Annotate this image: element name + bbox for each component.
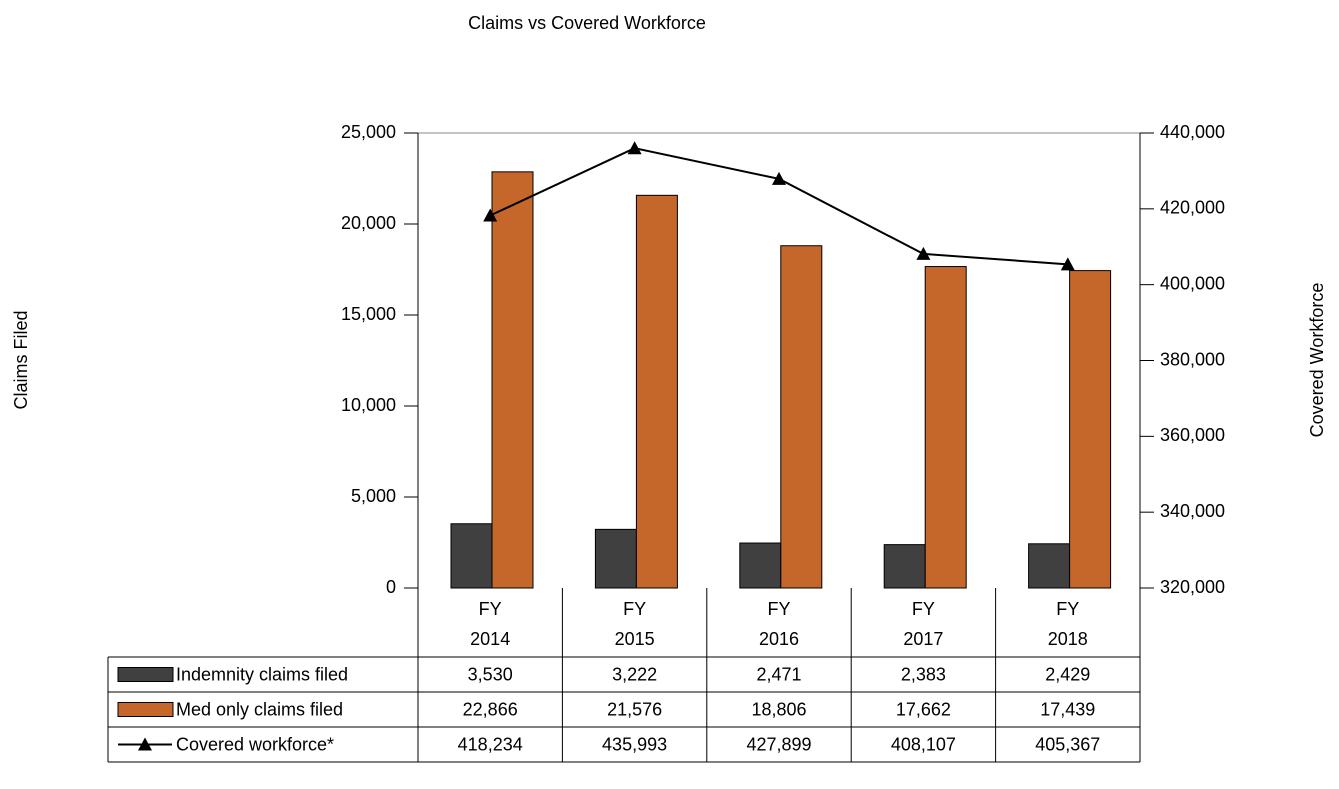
y-axis-title: Claims Filed	[11, 310, 31, 409]
y2-tick-label: 400,000	[1160, 273, 1225, 293]
bar	[924, 266, 967, 589]
bar	[635, 194, 678, 589]
y-tick-label: 10,000	[341, 395, 396, 415]
y-tick-label: 20,000	[341, 213, 396, 233]
legend-key	[117, 702, 174, 717]
x-tick-label: FY 2018	[1047, 599, 1088, 649]
x-tick-label: FY 2017	[903, 599, 944, 649]
line-marker	[138, 737, 152, 751]
table-value: 435,993	[602, 734, 667, 754]
x-tick-label: FY 2016	[758, 599, 800, 649]
line-marker	[483, 208, 498, 222]
line-marker	[627, 141, 642, 155]
bar	[594, 528, 637, 589]
line-marker	[772, 171, 786, 185]
y2-tick-label: 340,000	[1160, 501, 1225, 521]
legend-key	[117, 667, 174, 682]
bar	[780, 245, 823, 589]
table-value: 2,471	[756, 664, 801, 684]
line-marker	[1060, 257, 1075, 271]
bar	[491, 171, 534, 589]
table-value: 427,899	[746, 734, 811, 754]
line-series	[489, 147, 1068, 266]
bar	[450, 523, 493, 589]
x-tick-label: FY 2014	[470, 599, 511, 649]
table-value: 21,576	[607, 699, 662, 719]
legend-label: Indemnity claims filed	[176, 664, 348, 684]
table-value: 2,383	[901, 664, 946, 684]
table-value: 22,866	[463, 699, 518, 719]
legend-label: Med only claims filed	[176, 699, 343, 719]
table-value: 17,662	[896, 699, 951, 719]
x-tick-label: FY 2015	[614, 599, 655, 649]
table-value: 3,222	[612, 664, 657, 684]
y2-tick-label: 420,000	[1160, 198, 1225, 218]
y-tick-label: 0	[386, 577, 396, 597]
bar	[739, 542, 782, 589]
y2-tick-label: 360,000	[1160, 425, 1225, 445]
y-tick-label: 15,000	[341, 304, 396, 324]
bar	[1069, 270, 1112, 589]
bar	[883, 544, 926, 589]
y2-tick-label: 320,000	[1160, 577, 1225, 597]
table-value: 2,429	[1045, 664, 1090, 684]
y-tick-label: 5,000	[351, 486, 396, 506]
table-value: 408,107	[891, 734, 956, 754]
y2-tick-label: 440,000	[1160, 122, 1225, 142]
table-value: 3,530	[468, 664, 513, 684]
y-tick-label: 25,000	[341, 122, 396, 142]
table-value: 18,806	[751, 699, 806, 719]
table-value: 17,439	[1040, 699, 1095, 719]
legend-label: Covered workforce*	[176, 734, 334, 754]
table-value: 405,367	[1035, 734, 1100, 754]
chart-title: Claims vs Covered Workforce	[468, 13, 706, 33]
line-marker	[916, 246, 931, 260]
bar	[1028, 543, 1071, 589]
table-value: 418,234	[458, 734, 523, 754]
y2-axis-title: Covered Workforce	[1307, 283, 1327, 438]
y2-tick-label: 380,000	[1160, 349, 1225, 369]
